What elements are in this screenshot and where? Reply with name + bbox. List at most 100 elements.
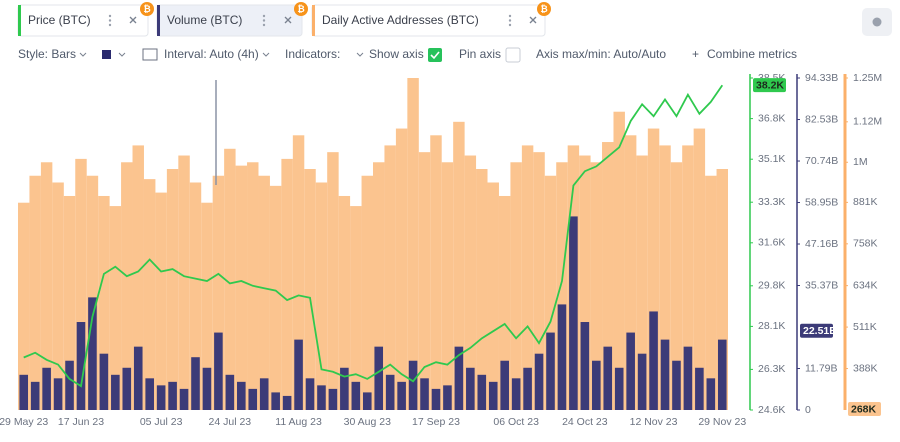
chevron xyxy=(79,52,87,57)
bar xyxy=(42,367,51,410)
bar xyxy=(592,360,601,410)
bar xyxy=(30,381,40,410)
bar xyxy=(430,135,442,410)
axis-tick-label: 35.37B xyxy=(805,279,838,291)
axis-tick-label: 35.1K xyxy=(758,153,785,165)
value-badge xyxy=(848,401,881,416)
bar xyxy=(156,385,166,410)
axis-tick-label: 388K xyxy=(853,362,878,374)
tab-label: Daily Active Addresses (BTC) xyxy=(322,13,479,27)
bar xyxy=(510,162,522,410)
value-badge xyxy=(800,323,833,338)
bar xyxy=(248,388,258,410)
bar xyxy=(717,339,727,410)
bar xyxy=(76,322,86,410)
bar xyxy=(636,155,648,410)
bar xyxy=(579,155,591,410)
bar xyxy=(225,374,235,410)
bar xyxy=(305,378,315,410)
button-icon xyxy=(872,17,882,27)
axis-tick-label: 36.8K xyxy=(758,112,785,124)
axis-tick-label: 26.3K xyxy=(758,363,785,375)
value-badge-label: 22.51B xyxy=(803,325,837,337)
bar xyxy=(385,374,395,410)
bar xyxy=(441,162,454,410)
bar xyxy=(407,78,419,410)
tab-accent xyxy=(18,5,21,36)
x-tick-label: 06 Oct 23 xyxy=(493,416,539,428)
bar xyxy=(683,346,693,410)
bar xyxy=(556,162,568,410)
asset-icon: ₿ xyxy=(297,4,304,14)
bar xyxy=(408,360,418,410)
bar xyxy=(269,185,282,410)
bar xyxy=(488,381,498,410)
indicators-select[interactable]: Indicators: xyxy=(285,47,340,61)
bar xyxy=(693,128,706,410)
bar xyxy=(613,111,625,411)
bar xyxy=(706,378,716,410)
bar xyxy=(603,346,613,410)
chevron xyxy=(356,52,364,57)
bar xyxy=(521,145,534,410)
axis-tick-label: 634K xyxy=(853,279,878,291)
plus-icon: + xyxy=(692,47,699,61)
check-mark xyxy=(430,51,440,60)
x-tick-label: 30 Aug 23 xyxy=(344,416,391,428)
bar xyxy=(453,121,465,410)
bar xyxy=(569,216,578,410)
bar xyxy=(466,367,475,410)
x-tick-label: 05 Jul 23 xyxy=(140,416,183,428)
bar xyxy=(384,145,396,410)
bar xyxy=(716,169,728,410)
bar xyxy=(670,162,683,410)
bar xyxy=(281,158,293,410)
bar xyxy=(304,169,316,410)
menu-icon[interactable] xyxy=(108,14,512,27)
pin-axis-label: Pin axis xyxy=(459,47,501,61)
bar xyxy=(122,367,132,410)
bar xyxy=(63,195,76,410)
bar xyxy=(580,322,590,410)
bar xyxy=(201,202,213,410)
bar xyxy=(351,381,361,410)
bar xyxy=(99,353,109,410)
axis-minmax[interactable]: Axis max/min: Auto/Auto xyxy=(536,47,666,61)
value-badge-label: 268K xyxy=(851,403,877,415)
bar xyxy=(155,192,167,410)
axis-tick-label: 94.33B xyxy=(805,72,838,84)
asset-icon: ₿ xyxy=(143,4,150,14)
axis-tick-label: 511K xyxy=(853,321,877,333)
interval-select[interactable]: Interval: Auto (4h) xyxy=(164,47,259,61)
bar xyxy=(624,135,637,410)
x-tick-label: 17 Jun 23 xyxy=(58,416,104,428)
bar xyxy=(132,145,144,410)
bar xyxy=(614,367,624,410)
bar xyxy=(477,374,487,410)
bar xyxy=(695,367,704,410)
bar xyxy=(395,128,408,410)
bar xyxy=(557,304,567,410)
style-select[interactable]: Style: Bars xyxy=(18,47,76,61)
bar xyxy=(237,381,246,410)
bar xyxy=(178,155,190,410)
show-axis-checkbox[interactable] xyxy=(428,48,442,62)
bar xyxy=(166,169,179,410)
bar xyxy=(649,311,658,410)
close-icon[interactable] xyxy=(129,16,537,24)
bar xyxy=(143,179,156,410)
bar xyxy=(259,378,269,410)
bar xyxy=(443,385,452,410)
bar xyxy=(258,175,270,410)
tab-label: Volume (BTC) xyxy=(167,13,242,27)
bar xyxy=(431,388,441,410)
bar xyxy=(168,381,177,410)
bar xyxy=(235,165,248,410)
bar xyxy=(546,332,555,410)
color-swatch[interactable] xyxy=(102,50,111,59)
pin-axis-checkbox[interactable] xyxy=(505,47,521,63)
bar xyxy=(52,182,64,410)
combine-metrics[interactable]: Combine metrics xyxy=(707,47,797,61)
bar xyxy=(109,206,122,410)
show-axis-label: Show axis xyxy=(369,47,424,61)
